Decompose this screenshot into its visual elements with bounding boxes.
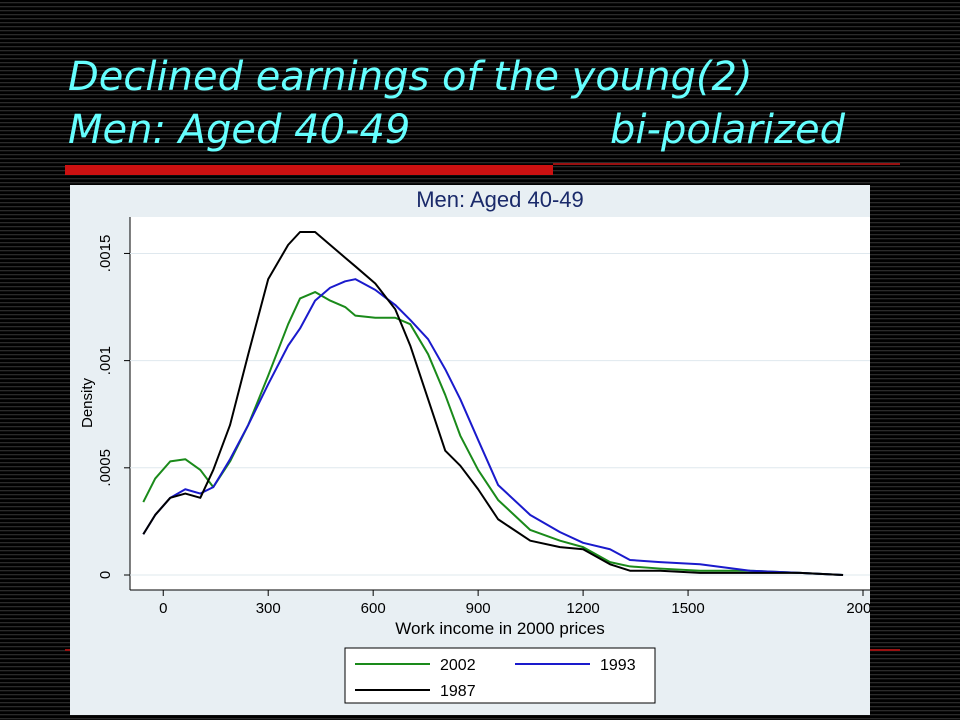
legend [344,647,656,704]
x-axis-label: Work income in 2000 prices [395,619,604,638]
slide-title: bi-polarized [610,107,846,153]
plot-area [130,217,870,590]
legend-label: 2002 [440,657,476,674]
series-line [142,231,844,576]
legend-label: 1987 [440,683,476,700]
legend-label: 1993 [600,657,636,674]
y-axis-label: Density [79,377,96,428]
accent-bar [65,165,553,175]
x-tick-label: 300 [256,600,281,617]
x-tick-label: 1200 [566,600,599,617]
x-tick-label: 900 [466,600,491,617]
slide-title: Declined earnings of the young(2) [68,54,753,100]
chart: Men: Aged 40-49 Work income in 2000 pric… [70,185,879,715]
x-tick-label: 0 [159,600,167,617]
series-line [142,278,844,576]
slide-title: Men: Aged 40-49 [68,107,410,153]
x-tick-label: 600 [361,600,386,617]
x-tick-label: 2000 [846,600,879,617]
x-tick-label: 1500 [671,600,704,617]
y-tick-label: .001 [97,346,114,375]
chart-title: Men: Aged 40-49 [416,187,584,212]
y-tick-label: .0005 [97,449,114,487]
y-tick-label: 0 [97,571,114,579]
y-tick-label: .0015 [97,235,114,273]
